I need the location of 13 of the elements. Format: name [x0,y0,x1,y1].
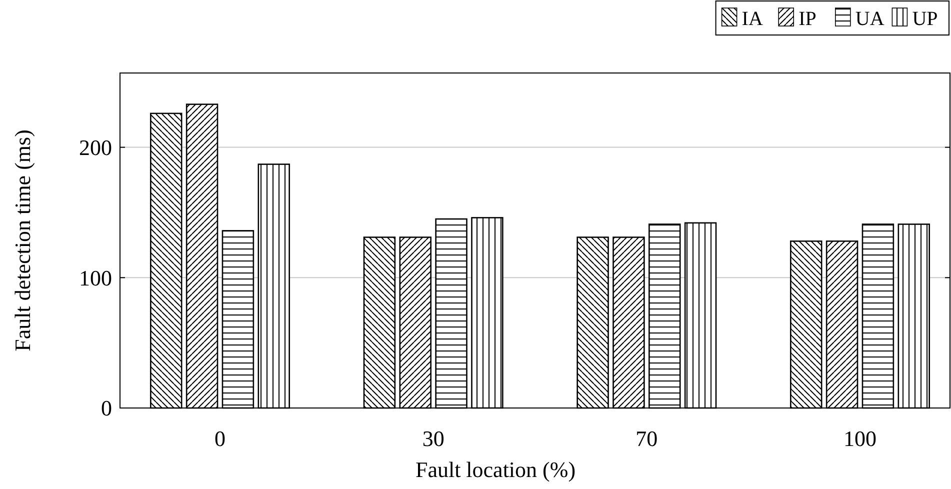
x-tick-label: 70 [636,426,658,451]
x-axis-title: Fault location (%) [415,457,576,482]
legend-label: IA [742,8,764,30]
y-tick-label: 100 [79,265,112,290]
x-tick-label: 0 [214,426,226,451]
x-tick-label: 30 [422,426,444,451]
y-axis-title: Fault detection time (ms) [10,130,35,352]
legend-label: IP [798,8,816,30]
y-tick-label: 200 [79,135,112,160]
x-tick-label: 100 [844,426,876,451]
y-tick-label: 0 [101,396,112,421]
legend-label: UA [855,8,885,30]
legend-label: UP [912,8,938,30]
